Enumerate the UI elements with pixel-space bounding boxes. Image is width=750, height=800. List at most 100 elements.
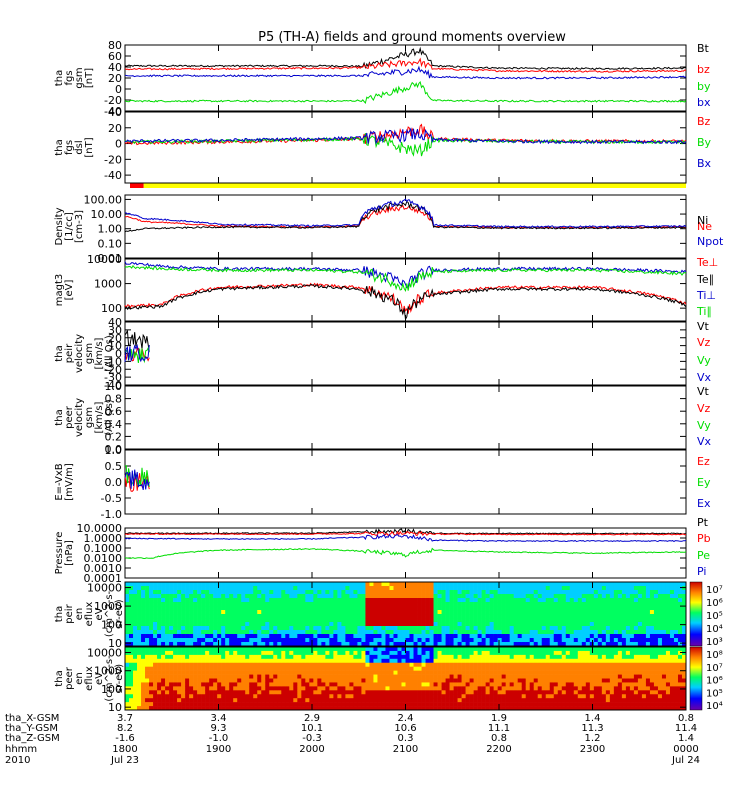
spectrogram-cell <box>605 606 611 611</box>
spectrogram-cell <box>245 622 250 627</box>
spectrogram-cell <box>485 682 490 687</box>
spectrogram-cell <box>193 678 198 683</box>
spectrogram-cell <box>321 618 326 623</box>
spectrogram-cell <box>149 638 154 643</box>
spectrogram-cell <box>613 610 619 615</box>
spectrogram-cell <box>633 650 639 656</box>
spectrogram-cell <box>373 614 378 619</box>
spectrogram-cell <box>125 694 130 699</box>
spectrogram-cell <box>497 582 502 587</box>
spectrogram-cell <box>485 674 490 679</box>
spectrogram-cell <box>197 650 202 656</box>
spectrogram-cell <box>557 590 563 595</box>
spectrogram-cell <box>333 662 338 667</box>
y-tick-label: -20 <box>104 363 122 376</box>
spectrogram-cell <box>349 606 354 611</box>
y-axis-label-line: gsm <box>84 343 95 364</box>
spectrogram-cell <box>145 682 150 687</box>
spectrogram-cell <box>277 706 282 711</box>
spectrogram-cell <box>637 638 643 643</box>
spectrogram-cell <box>241 650 246 656</box>
spectrogram-cell <box>489 682 494 687</box>
spectrogram-cell <box>177 634 182 639</box>
spectrogram-cell <box>309 662 314 667</box>
spectrogram-cell <box>361 598 366 603</box>
spectrogram-cell <box>125 674 130 679</box>
spectrogram-cell <box>217 594 222 599</box>
spectrogram-cell <box>389 598 394 603</box>
spectrogram-cell <box>397 666 402 671</box>
spectrogram-cell <box>277 674 282 679</box>
spectrogram-cell <box>669 634 675 639</box>
spectrogram-cell <box>173 706 178 711</box>
spectrogram-cell <box>197 702 202 707</box>
spectrogram-cell <box>449 690 454 695</box>
spectrogram-cell <box>141 602 146 607</box>
spectrogram-cell <box>149 694 154 699</box>
spectrogram-cell <box>141 658 146 664</box>
spectrogram-cell <box>469 602 474 607</box>
spectrogram-cell <box>405 647 410 652</box>
spectrogram-cell <box>253 586 258 591</box>
spectrogram-cell <box>313 642 318 647</box>
spectrogram-cell <box>573 670 579 675</box>
spectrogram-cell <box>621 650 627 656</box>
spectrogram-cell <box>261 682 266 687</box>
spectrogram-cell <box>365 626 370 631</box>
spectrogram-cell <box>153 658 158 664</box>
spectrogram-cell <box>637 590 643 595</box>
spectrogram-cell <box>673 670 679 675</box>
spectrogram-cell <box>369 634 374 639</box>
spectrogram-cell <box>265 586 270 591</box>
y-axis-label-line: [1/cc] <box>64 212 75 241</box>
spectrogram-cell <box>233 606 238 611</box>
x-axis-tick-label: 1.4 <box>585 713 601 724</box>
spectrogram-cell <box>369 682 374 687</box>
spectrogram-cell <box>433 706 438 711</box>
spectrogram-cell <box>401 594 406 599</box>
spectrogram-cell <box>321 606 326 611</box>
spectrogram-cell <box>245 602 250 607</box>
spectrogram-cell <box>393 626 398 631</box>
spectrogram-cell <box>301 586 306 591</box>
spectrogram-cell <box>501 650 506 656</box>
spectrogram-cell <box>593 666 599 671</box>
spectrogram-cell <box>157 682 162 687</box>
spectrogram-cell <box>205 590 210 595</box>
spectrogram-cell <box>141 638 146 643</box>
spectrogram-cell <box>197 582 202 587</box>
spectrogram-cell <box>505 630 510 635</box>
colorbar-tick-label: 10⁸ <box>706 650 723 661</box>
spectrogram-cell <box>365 602 370 607</box>
spectrogram-cell <box>549 614 555 619</box>
spectrogram-cell <box>609 586 615 591</box>
spectrogram-cell <box>457 594 462 599</box>
spectrogram-cell <box>257 647 262 652</box>
spectrogram-cell <box>365 658 370 664</box>
spectrogram-cell <box>209 622 214 627</box>
spectrogram-cell <box>165 654 170 660</box>
spectrogram-cell <box>481 622 486 627</box>
spectrogram-cell <box>681 666 687 671</box>
spectrogram-cell <box>461 670 466 675</box>
spectrogram-cell <box>393 606 398 611</box>
colorbar-tick-label: 10⁴ <box>706 701 723 712</box>
spectrogram-cell <box>125 606 130 611</box>
spectrogram-cell <box>417 614 422 619</box>
spectrogram-cell <box>661 598 667 603</box>
spectrogram-cell <box>157 662 162 667</box>
spectrogram-cell <box>465 602 470 607</box>
spectrogram-cell <box>401 690 406 695</box>
spectrogram-cell <box>549 706 555 711</box>
spectrogram-cell <box>565 682 571 687</box>
spectrogram-cell <box>149 594 154 599</box>
spectrogram-cell <box>433 614 438 619</box>
spectrogram-cell <box>445 598 450 603</box>
spectrogram-cell <box>529 694 535 699</box>
spectrogram-cell <box>461 682 466 687</box>
spectrogram-cell <box>425 698 430 703</box>
spectrogram-cell <box>633 638 639 643</box>
spectrogram-cell <box>325 694 330 699</box>
spectrogram-cell <box>461 650 466 656</box>
spectrogram-cell <box>525 686 531 691</box>
